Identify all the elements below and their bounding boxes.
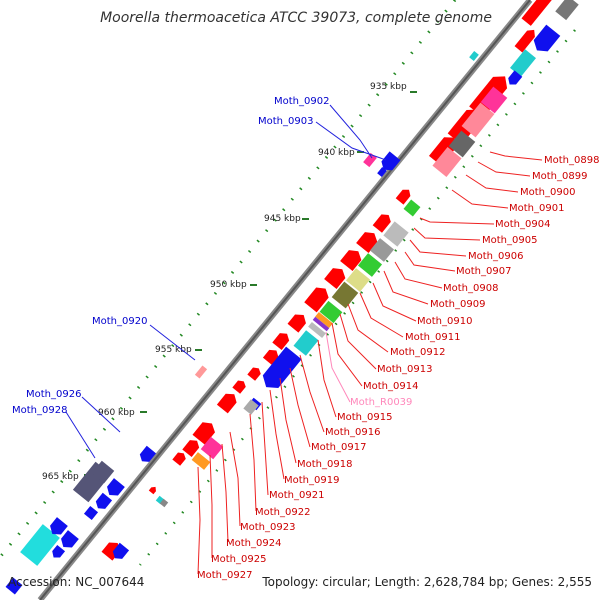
gene-label[interactable]: Moth_0928 xyxy=(12,405,67,416)
gene-label[interactable]: Moth_0920 xyxy=(92,316,147,327)
gene-label[interactable]: Moth_0911 xyxy=(405,332,460,343)
gene-label[interactable]: Moth_0917 xyxy=(311,442,366,453)
tick-label: 955 kbp xyxy=(155,345,192,355)
gene-label[interactable]: Moth_0913 xyxy=(377,364,432,375)
genome-summary: Topology: circular; Length: 2,628,784 bp… xyxy=(261,575,592,589)
right-leader-lines xyxy=(197,151,543,575)
gene-label[interactable]: Moth_0926 xyxy=(26,389,81,400)
gene-label[interactable]: Moth_0921 xyxy=(269,490,324,501)
gene-label[interactable]: Moth_0901 xyxy=(509,203,564,214)
gene-label[interactable]: Moth_0927 xyxy=(197,570,252,581)
gene-label[interactable]: Moth_0922 xyxy=(255,507,310,518)
gene-label[interactable]: Moth_0910 xyxy=(417,316,472,327)
left-labels: Moth_0902 Moth_0903 Moth_0920 Moth_0926 … xyxy=(12,96,329,416)
category-features xyxy=(155,0,579,508)
gene-label[interactable]: Moth_0908 xyxy=(443,283,498,294)
gene-label[interactable]: Moth_0907 xyxy=(456,266,511,277)
gene-label[interactable]: Moth_0916 xyxy=(325,427,380,438)
left-leader-lines xyxy=(65,104,387,459)
accession-label: Accession: NC_007644 xyxy=(8,575,144,589)
gene-label[interactable]: Moth_0918 xyxy=(297,459,352,470)
scale-dots-inner xyxy=(139,29,576,566)
gene-label[interactable]: Moth_0903 xyxy=(258,116,313,127)
tick-label: 965 kbp xyxy=(42,472,79,482)
gene-label[interactable]: Moth_0919 xyxy=(284,475,339,486)
gene-label[interactable]: Moth_0898 xyxy=(544,155,599,166)
gene-label[interactable]: Moth_0899 xyxy=(532,171,587,182)
tick-label: 945 kbp xyxy=(264,214,301,224)
gene-label[interactable]: Moth_0909 xyxy=(430,299,485,310)
tick-label: 950 kbp xyxy=(210,280,247,290)
gene-label[interactable]: Moth_0915 xyxy=(337,412,392,423)
gene-label[interactable]: Moth_0906 xyxy=(468,251,523,262)
scale-tick-labels: 935 kbp 940 kbp 945 kbp 950 kbp 955 kbp … xyxy=(42,82,407,482)
gene-label[interactable]: Moth_0904 xyxy=(495,219,550,230)
map-title: Moorella thermoacetica ATCC 39073, compl… xyxy=(100,10,492,26)
tick-label: 960 kbp xyxy=(98,408,135,418)
right-labels: Moth_0898 Moth_0899 Moth_0900 Moth_0901 … xyxy=(197,155,599,581)
gene-label[interactable]: Moth_R0039 xyxy=(350,397,412,408)
gene-label[interactable]: Moth_0902 xyxy=(274,96,329,107)
gene-label[interactable]: Moth_0914 xyxy=(363,381,418,392)
gene-label[interactable]: Moth_0900 xyxy=(520,187,575,198)
gene-label[interactable]: Moth_0924 xyxy=(226,538,281,549)
reverse-strand-genes xyxy=(5,51,479,595)
gene-label[interactable]: Moth_0912 xyxy=(390,347,445,358)
tick-label: 935 kbp xyxy=(370,82,407,92)
gene-label[interactable]: Moth_0905 xyxy=(482,235,537,246)
gene-label[interactable]: Moth_0925 xyxy=(211,554,266,565)
gene-label[interactable]: Moth_0923 xyxy=(240,522,295,533)
tick-label: 940 kbp xyxy=(318,148,355,158)
